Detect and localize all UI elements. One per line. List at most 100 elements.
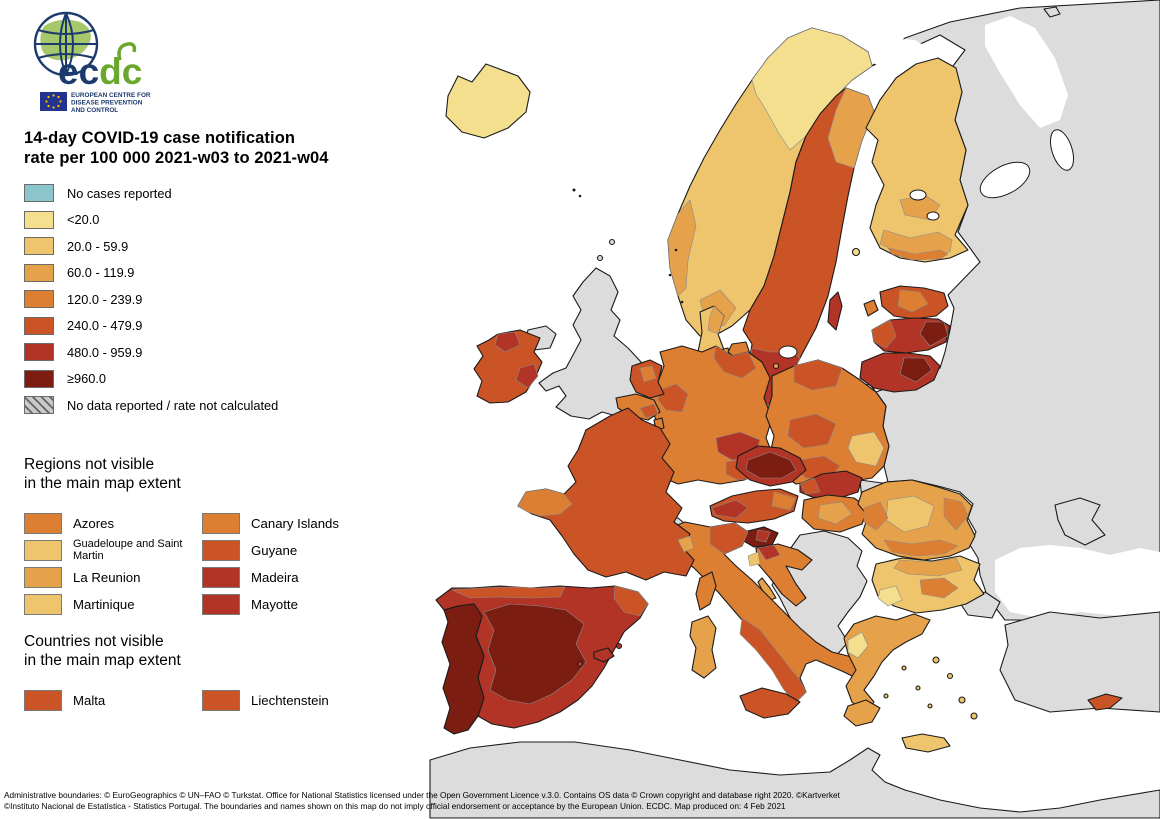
region-patch [739, 617, 807, 703]
region-menorca [615, 642, 623, 650]
region-patch [657, 383, 689, 413]
region-swatch [24, 594, 62, 615]
logo-subtitle-line2: DISEASE PREVENTION [71, 100, 143, 107]
swatch-list-item: Canary Islands [202, 510, 398, 537]
region-swatch-label: Azores [73, 515, 115, 531]
coastal-islet [668, 273, 672, 277]
globe-grid [35, 12, 97, 76]
logo-subtitle-line3: AND CONTROL [71, 107, 118, 114]
legend-swatch [24, 184, 54, 203]
region-patch [494, 331, 521, 353]
region-patch [745, 451, 797, 479]
barents-bay [862, 38, 938, 70]
region-aegean-island [932, 656, 940, 664]
region-swatch-label: Liechtenstein [251, 692, 329, 708]
region-swatch-label: Madeira [251, 569, 299, 585]
coastal-islet [578, 194, 582, 198]
swatch-list-item: Liechtenstein [202, 687, 398, 714]
region-patch [707, 305, 725, 335]
swatch-list-item: Madeira [202, 564, 398, 591]
region-patch [919, 577, 959, 599]
map-title-line2: rate per 100 000 2021-w03 to 2021-w04 [24, 149, 329, 168]
region-aegean-island [958, 696, 966, 704]
legend-label: 240.0 - 479.9 [67, 318, 143, 334]
region-swatch [24, 690, 62, 711]
region-aegean-island [927, 703, 933, 709]
region-turkey [999, 611, 1160, 713]
region-swatch-label: Martinique [73, 596, 135, 612]
map-title: 14-day COVID-19 case notification rate p… [24, 128, 329, 168]
swatch-list-item: Guadeloupe and Saint Martin [24, 537, 202, 564]
region-aegean-island [946, 672, 954, 680]
region-patch [757, 544, 781, 561]
region-patch [919, 321, 949, 347]
legend-label: 60.0 - 119.9 [67, 265, 135, 281]
orkney-isle [596, 254, 604, 262]
swatch-list-item: Malta [24, 687, 202, 714]
region-patch [755, 529, 771, 543]
region-aland [851, 247, 861, 257]
region-patch [639, 403, 659, 419]
legend-item: ≥960.0 [24, 366, 278, 393]
region-corsica [695, 571, 717, 611]
swatch-list-item: La Reunion [24, 564, 202, 591]
region-patch [709, 522, 749, 555]
legend-label: ≥960.0 [67, 371, 107, 387]
region-swatch-label: Malta [73, 692, 106, 708]
region-swatch-label: La Reunion [73, 569, 141, 585]
legend: No cases reported <20.0 20.0 - 59.9 60.0 - … [24, 180, 278, 419]
region-saaremaa [863, 299, 879, 317]
region-patch [827, 87, 875, 169]
region-swatch [24, 540, 62, 561]
legend-item: 120.0 - 239.9 [24, 286, 278, 313]
legend-item: 20.0 - 59.9 [24, 233, 278, 260]
eu-flag-stars [45, 94, 62, 109]
region-patch [639, 365, 657, 383]
attribution-line1: Administrative boundaries: © EuroGeograp… [4, 790, 840, 800]
region-aegean-island [915, 685, 921, 691]
region-patch [863, 501, 889, 531]
region-patch [483, 603, 587, 705]
region-patch [847, 631, 869, 659]
legend-swatch [24, 343, 54, 362]
region-patch [883, 539, 959, 557]
white-sea [985, 16, 1068, 128]
legend-item: <20.0 [24, 207, 278, 234]
region-peloponnese [843, 699, 881, 727]
legend-swatch [24, 263, 54, 282]
ecdc-logo: ecdc EUROPEAN CENTRE FOR DISEASE PREVENT… [33, 11, 151, 114]
legend-swatch [24, 396, 54, 415]
legend-swatch [24, 316, 54, 335]
lake-ladoga [979, 161, 1031, 199]
region-swatch [202, 513, 240, 534]
region-italy [659, 521, 873, 703]
region-swatch-label: Mayotte [251, 596, 298, 612]
legend-item: 60.0 - 119.9 [24, 260, 278, 287]
region-patch [871, 319, 897, 349]
region-swatch [202, 594, 240, 615]
region-united-kingdom [538, 267, 653, 420]
region-patch [817, 501, 853, 525]
countries-not-visible-grid: Malta Liechtenstein [24, 687, 398, 714]
region-cyprus [1087, 693, 1123, 711]
region-patch [887, 247, 949, 261]
regions-not-visible-grid: Azores Canary Islands Guadeloupe and Saint… [24, 510, 398, 618]
regions-section-heading: Regions not visible in the main map exte… [24, 455, 181, 494]
region-swatch-label: Guadeloupe and Saint Martin [73, 537, 183, 562]
region-swatch [202, 690, 240, 711]
black-sea [995, 545, 1160, 618]
countries-section-heading: Countries not visible in the main map ex… [24, 632, 181, 671]
region-mallorca [593, 647, 615, 663]
legend-swatch [24, 290, 54, 309]
region-patch [713, 345, 757, 379]
region-swatch-label: Guyane [251, 542, 298, 558]
region-crete [901, 733, 951, 753]
region-patch [799, 477, 821, 495]
region-patch [747, 551, 761, 567]
legend-swatch [24, 369, 54, 388]
region-patch [613, 585, 649, 617]
region-patch [771, 491, 797, 511]
region-ibiza [576, 660, 584, 668]
coastal-islet [680, 300, 684, 304]
